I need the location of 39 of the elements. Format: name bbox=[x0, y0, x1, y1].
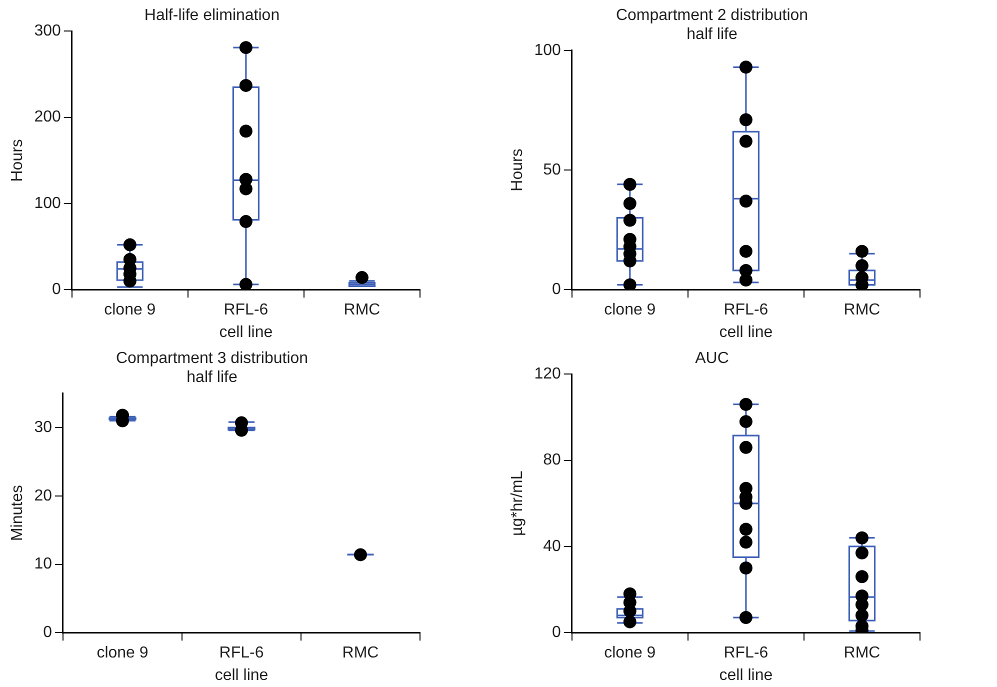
y-tick-label: 30 bbox=[34, 418, 52, 436]
y-tick-label: 100 bbox=[34, 194, 61, 212]
x-tick-label: RFL-6 bbox=[219, 644, 264, 662]
y-tick-label: 0 bbox=[552, 281, 561, 298]
y-axis-title: Minutes bbox=[9, 484, 26, 542]
y-tick-label: 0 bbox=[52, 281, 61, 298]
chart-title: Half-life elimination bbox=[144, 7, 280, 24]
x-tick-label: clone 9 bbox=[604, 302, 656, 319]
x-axis-title: cell line bbox=[719, 666, 773, 684]
x-tick-label: RMC bbox=[342, 644, 379, 662]
y-tick-label: 10 bbox=[34, 556, 52, 573]
chart-title: AUC bbox=[695, 350, 729, 368]
x-tick-label: RMC bbox=[844, 302, 880, 319]
x-tick-label: clone 9 bbox=[96, 644, 148, 662]
y-tick-label: 80 bbox=[543, 452, 561, 469]
x-tick-label: RFL-6 bbox=[224, 302, 268, 319]
y-tick-label: 20 bbox=[34, 487, 52, 504]
x-tick-label: RMC bbox=[844, 644, 880, 662]
y-tick-label: 40 bbox=[543, 538, 561, 555]
y-tick-label: 50 bbox=[543, 161, 561, 178]
x-axis-title: cell line bbox=[214, 666, 268, 684]
y-tick-label: 100 bbox=[534, 42, 561, 59]
y-axis-title: Hours bbox=[9, 139, 26, 182]
y-tick-label: 0 bbox=[552, 624, 561, 642]
chart-title: Compartment 3 distribution half life bbox=[116, 350, 308, 386]
y-axis-title: µg*hr/mL bbox=[509, 470, 526, 536]
x-tick-label: RFL-6 bbox=[724, 302, 768, 319]
x-tick-label: clone 9 bbox=[104, 302, 156, 319]
x-axis-title: cell line bbox=[719, 324, 773, 341]
x-tick-label: RFL-6 bbox=[724, 644, 768, 662]
x-axis-title: cell line bbox=[219, 324, 273, 341]
y-axis-title: Hours bbox=[509, 148, 526, 192]
y-tick-label: 200 bbox=[34, 108, 61, 126]
y-tick-label: 0 bbox=[43, 624, 52, 642]
y-tick-label: 120 bbox=[534, 366, 561, 383]
x-tick-label: clone 9 bbox=[604, 644, 656, 662]
chart-title: Compartment 2 distribution half life bbox=[616, 7, 808, 44]
y-tick-label: 300 bbox=[34, 22, 61, 40]
x-tick-label: RMC bbox=[344, 302, 380, 319]
